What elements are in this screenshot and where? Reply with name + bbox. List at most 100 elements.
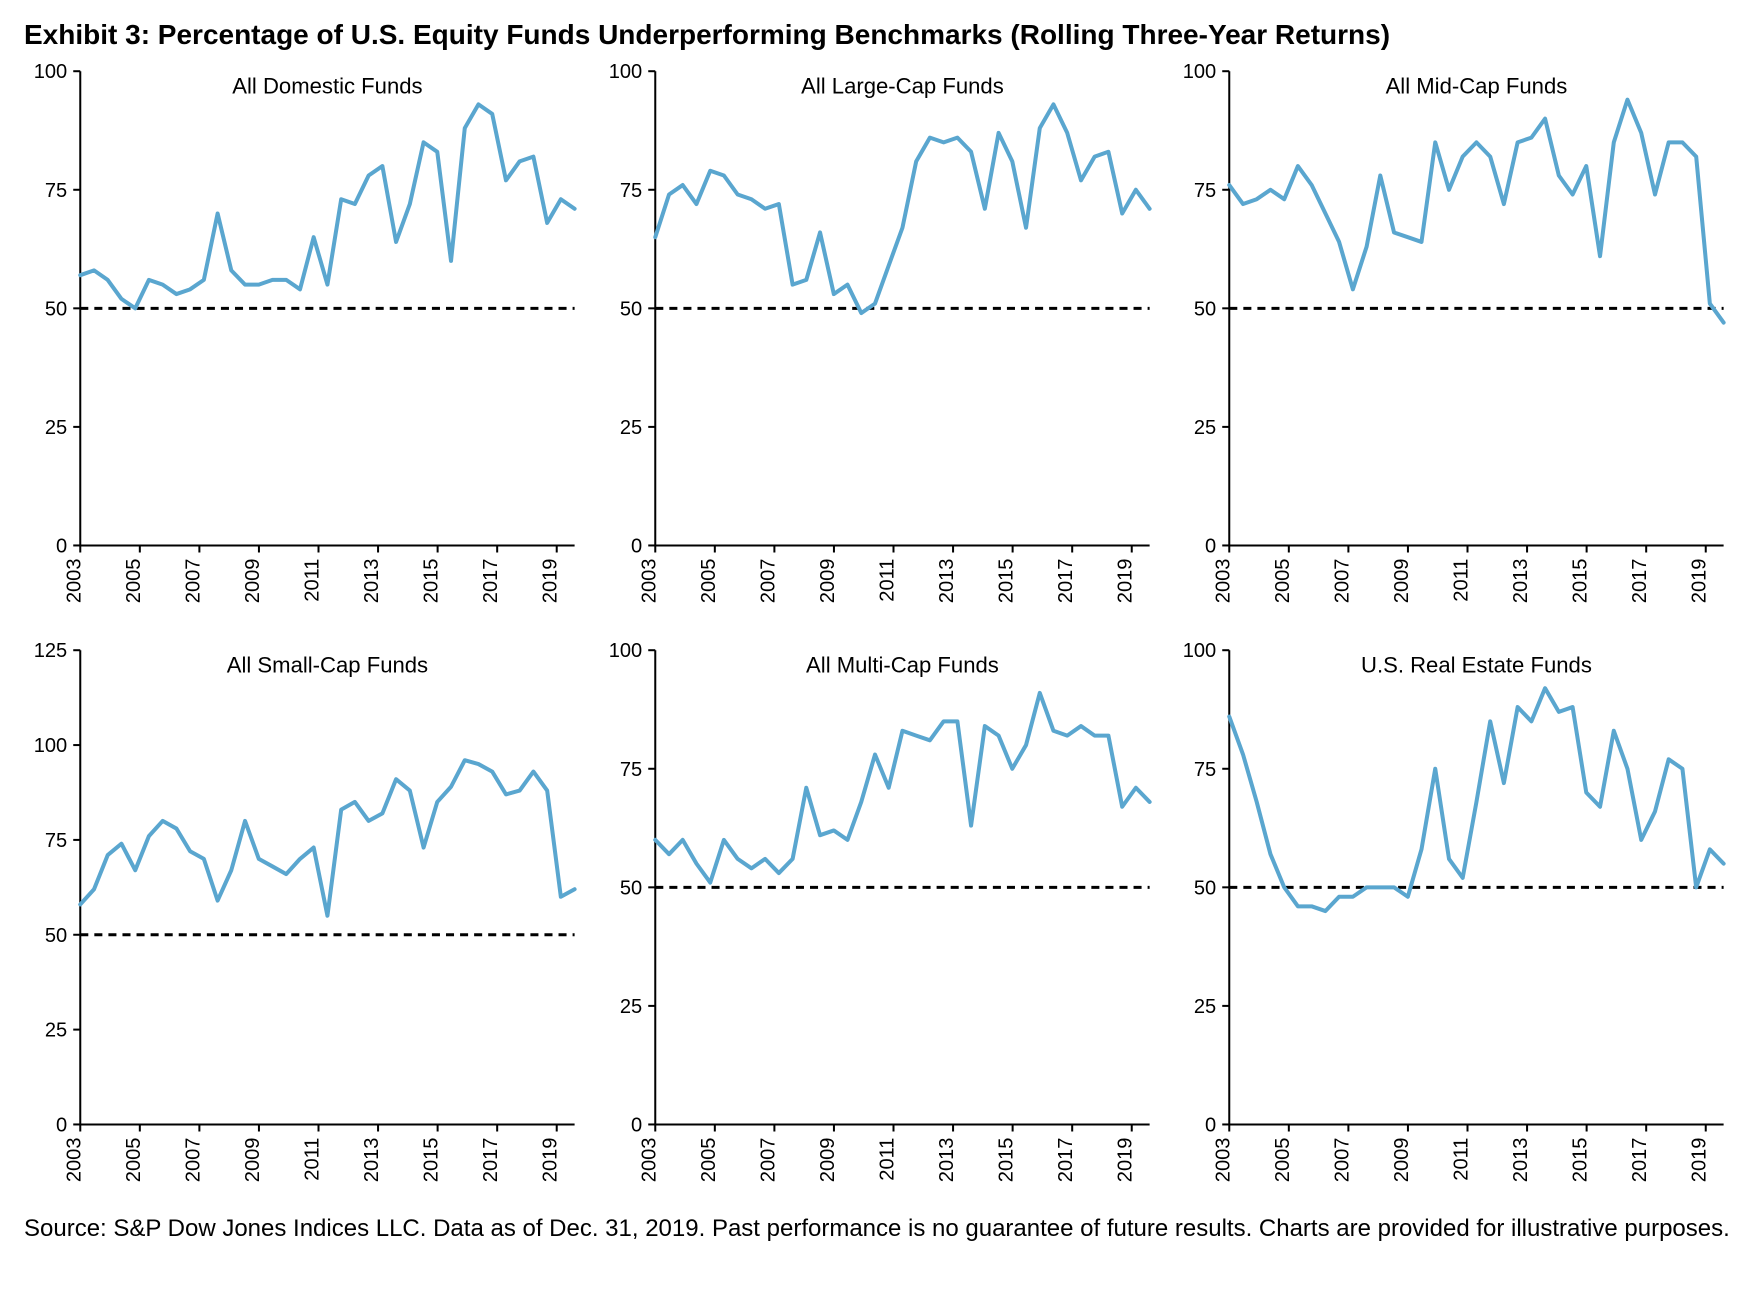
x-tick-label: 2003	[63, 1137, 85, 1182]
x-tick-label: 2003	[1213, 558, 1235, 603]
x-tick-label: 2015	[421, 558, 443, 603]
chart-svg: 0255075100200320052007200920112013201520…	[24, 58, 587, 629]
x-tick-label: 2017	[1630, 1137, 1652, 1182]
x-tick-label: 2009	[242, 558, 264, 603]
y-tick-label: 75	[45, 830, 67, 852]
x-tick-label: 2017	[480, 558, 502, 603]
x-tick-label: 2011	[876, 1137, 898, 1180]
y-tick-label: 75	[620, 758, 642, 780]
exhibit-title: Exhibit 3: Percentage of U.S. Equity Fun…	[24, 18, 1736, 52]
panel-4: 0255075100200320052007200920112013201520…	[599, 637, 1162, 1208]
y-tick-label: 100	[34, 735, 68, 757]
x-tick-label: 2013	[936, 558, 958, 603]
x-tick-label: 2009	[817, 1137, 839, 1182]
x-tick-label: 2013	[361, 558, 383, 603]
data-line	[1230, 99, 1724, 322]
x-tick-label: 2015	[1570, 558, 1592, 603]
panel-5: 0255075100200320052007200920112013201520…	[1173, 637, 1736, 1208]
x-tick-label: 2013	[1510, 558, 1532, 603]
x-tick-label: 2005	[1272, 558, 1294, 603]
y-tick-label: 0	[1205, 1114, 1216, 1136]
y-tick-label: 100	[1183, 640, 1217, 662]
x-tick-label: 2009	[1391, 558, 1413, 603]
x-tick-label: 2015	[421, 1137, 443, 1182]
x-tick-label: 2013	[1510, 1137, 1532, 1182]
y-tick-label: 50	[620, 877, 642, 899]
x-tick-label: 2003	[63, 558, 85, 603]
y-tick-label: 75	[45, 179, 67, 201]
panel-title: All Large-Cap Funds	[801, 73, 1004, 98]
x-tick-label: 2005	[1272, 1137, 1294, 1182]
x-tick-label: 2011	[301, 558, 323, 601]
y-tick-label: 75	[620, 179, 642, 201]
chart-svg: 0255075100200320052007200920112013201520…	[599, 637, 1162, 1208]
chart-svg: 0255075100200320052007200920112013201520…	[1173, 637, 1736, 1208]
y-tick-label: 50	[1194, 877, 1216, 899]
y-tick-label: 25	[620, 417, 642, 439]
y-tick-label: 75	[1194, 179, 1216, 201]
x-tick-label: 2019	[1114, 1137, 1136, 1182]
x-tick-label: 2017	[1055, 1137, 1077, 1182]
y-tick-label: 125	[34, 640, 68, 662]
y-tick-label: 0	[56, 535, 67, 557]
data-line	[80, 104, 574, 308]
y-tick-label: 100	[1183, 61, 1217, 83]
data-line	[655, 693, 1149, 883]
x-tick-label: 2007	[757, 558, 779, 603]
x-tick-label: 2019	[540, 558, 562, 603]
panel-1: 0255075100200320052007200920112013201520…	[599, 58, 1162, 629]
y-tick-label: 0	[56, 1114, 67, 1136]
panel-3: 0255075100125200320052007200920112013201…	[24, 637, 587, 1208]
x-tick-label: 2017	[480, 1137, 502, 1182]
x-tick-label: 2015	[1570, 1137, 1592, 1182]
x-tick-label: 2019	[1689, 558, 1711, 603]
panel-0: 0255075100200320052007200920112013201520…	[24, 58, 587, 629]
x-tick-label: 2003	[1213, 1137, 1235, 1182]
data-line	[655, 104, 1149, 313]
panel-title: All Mid-Cap Funds	[1386, 73, 1568, 98]
chart-svg: 0255075100125200320052007200920112013201…	[24, 637, 587, 1208]
x-tick-label: 2007	[757, 1137, 779, 1182]
y-tick-label: 25	[45, 417, 67, 439]
data-line	[1230, 688, 1724, 911]
panel-2: 0255075100200320052007200920112013201520…	[1173, 58, 1736, 629]
panel-title: All Small-Cap Funds	[227, 652, 428, 677]
x-tick-label: 2017	[1630, 558, 1652, 603]
y-tick-label: 0	[631, 1114, 642, 1136]
x-tick-label: 2009	[817, 558, 839, 603]
x-tick-label: 2015	[995, 558, 1017, 603]
x-tick-label: 2005	[697, 558, 719, 603]
y-tick-label: 25	[1194, 417, 1216, 439]
y-tick-label: 50	[1194, 298, 1216, 320]
x-tick-label: 2019	[1114, 558, 1136, 603]
x-tick-label: 2017	[1055, 558, 1077, 603]
x-tick-label: 2013	[936, 1137, 958, 1182]
x-tick-label: 2005	[123, 1137, 145, 1182]
x-tick-label: 2009	[1391, 1137, 1413, 1182]
y-tick-label: 100	[608, 640, 642, 662]
y-tick-label: 50	[45, 924, 67, 946]
data-line	[80, 760, 574, 916]
x-tick-label: 2011	[301, 1137, 323, 1180]
panel-title: All Multi-Cap Funds	[806, 652, 999, 677]
panel-title: U.S. Real Estate Funds	[1361, 652, 1592, 677]
y-tick-label: 100	[34, 61, 68, 83]
y-tick-label: 0	[1205, 535, 1216, 557]
x-tick-label: 2007	[1332, 1137, 1354, 1182]
x-tick-label: 2009	[242, 1137, 264, 1182]
y-tick-label: 75	[1194, 758, 1216, 780]
chart-svg: 0255075100200320052007200920112013201520…	[1173, 58, 1736, 629]
x-tick-label: 2003	[638, 558, 660, 603]
panel-title: All Domestic Funds	[232, 73, 422, 98]
x-tick-label: 2011	[876, 558, 898, 601]
x-tick-label: 2003	[638, 1137, 660, 1182]
y-tick-label: 50	[45, 298, 67, 320]
y-tick-label: 100	[608, 61, 642, 83]
y-tick-label: 25	[1194, 996, 1216, 1018]
y-tick-label: 50	[620, 298, 642, 320]
x-tick-label: 2011	[1451, 558, 1473, 601]
x-tick-label: 2005	[123, 558, 145, 603]
chart-grid: 0 25 50 75 100 2003 2005 2007 2009 2011 2013 2015 20…	[24, 58, 1736, 1208]
x-tick-label: 2015	[995, 1137, 1017, 1182]
y-tick-label: 25	[620, 996, 642, 1018]
